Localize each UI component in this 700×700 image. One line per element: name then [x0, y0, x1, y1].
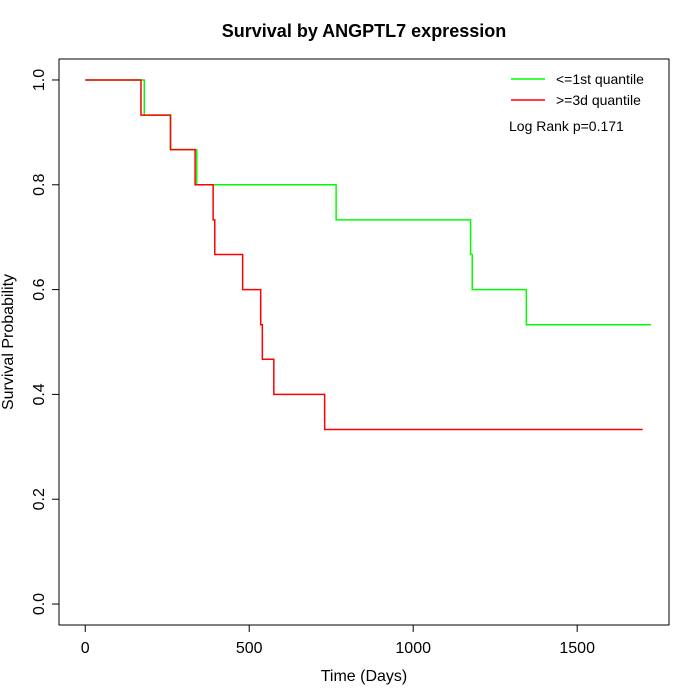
y-axis-label: Survival Probability [0, 274, 17, 410]
survival-curve [85, 79, 643, 431]
y-tick-label: 0.8 [31, 174, 48, 196]
plot-frame [58, 58, 670, 626]
legend: <=1st quantile >=3d quantile [511, 71, 644, 108]
y-tick-label: 0.0 [31, 593, 48, 615]
legend-label: <=1st quantile [556, 71, 644, 87]
y-tick-label: 1.0 [31, 69, 48, 91]
y-tick-label: 0.6 [31, 278, 48, 300]
x-axis: 0 500 1000 1500 [81, 624, 595, 657]
log-rank-annotation: Log Rank p=0.171 [509, 118, 624, 134]
chart-title: Survival by ANGPTL7 expression [222, 21, 506, 41]
legend-label: >=3d quantile [556, 92, 641, 108]
series-layer [85, 79, 651, 431]
x-tick-label: 1500 [559, 640, 595, 657]
x-axis-label: Time (Days) [321, 668, 408, 685]
y-tick-label: 0.2 [31, 488, 48, 510]
x-tick-label: 0 [81, 640, 90, 657]
y-tick-label: 0.4 [31, 383, 48, 405]
x-tick-label: 1000 [395, 640, 431, 657]
x-tick-label: 500 [236, 640, 263, 657]
y-axis: 0.0 0.2 0.4 0.6 0.8 1.0 [31, 69, 60, 615]
